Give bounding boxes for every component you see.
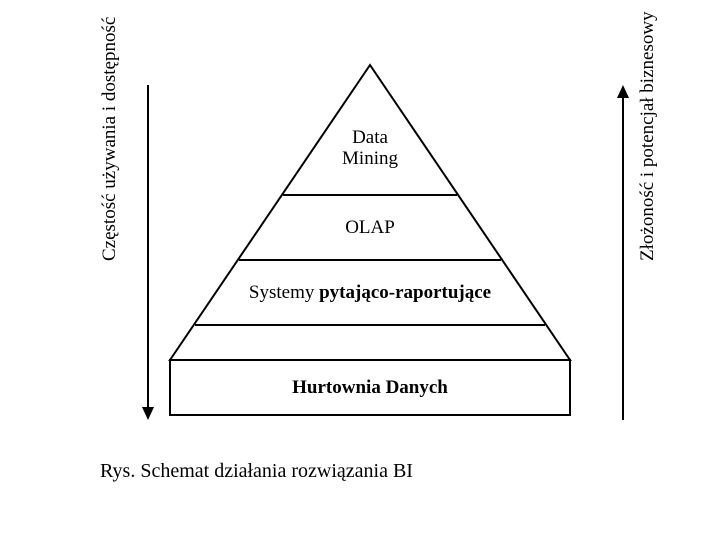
text-line: Mining [342, 148, 398, 169]
pyramid-diagram: Data Mining OLAP Systemy pytająco-raport… [155, 60, 585, 420]
pyramid-layer-3-label: Systemy pytająco-raportujące [155, 282, 585, 304]
right-axis-arrow [613, 85, 633, 420]
pyramid-layer-4-label: Hurtownia Danych [155, 377, 585, 399]
pyramid-layer-2-label: OLAP [155, 217, 585, 239]
right-axis-label: Złożoność i potencjał biznesowy [637, 11, 659, 261]
text-line: OLAP [345, 217, 395, 238]
left-axis-arrow [138, 85, 158, 420]
pyramid-shape [155, 60, 585, 420]
pyramid-layer-1-label: Data Mining [155, 128, 585, 170]
text-line: Data [352, 127, 388, 148]
figure-caption: Rys. Schemat działania rozwiązania BI [100, 460, 413, 483]
left-axis-label: Częstość używania i dostępność [99, 17, 121, 261]
